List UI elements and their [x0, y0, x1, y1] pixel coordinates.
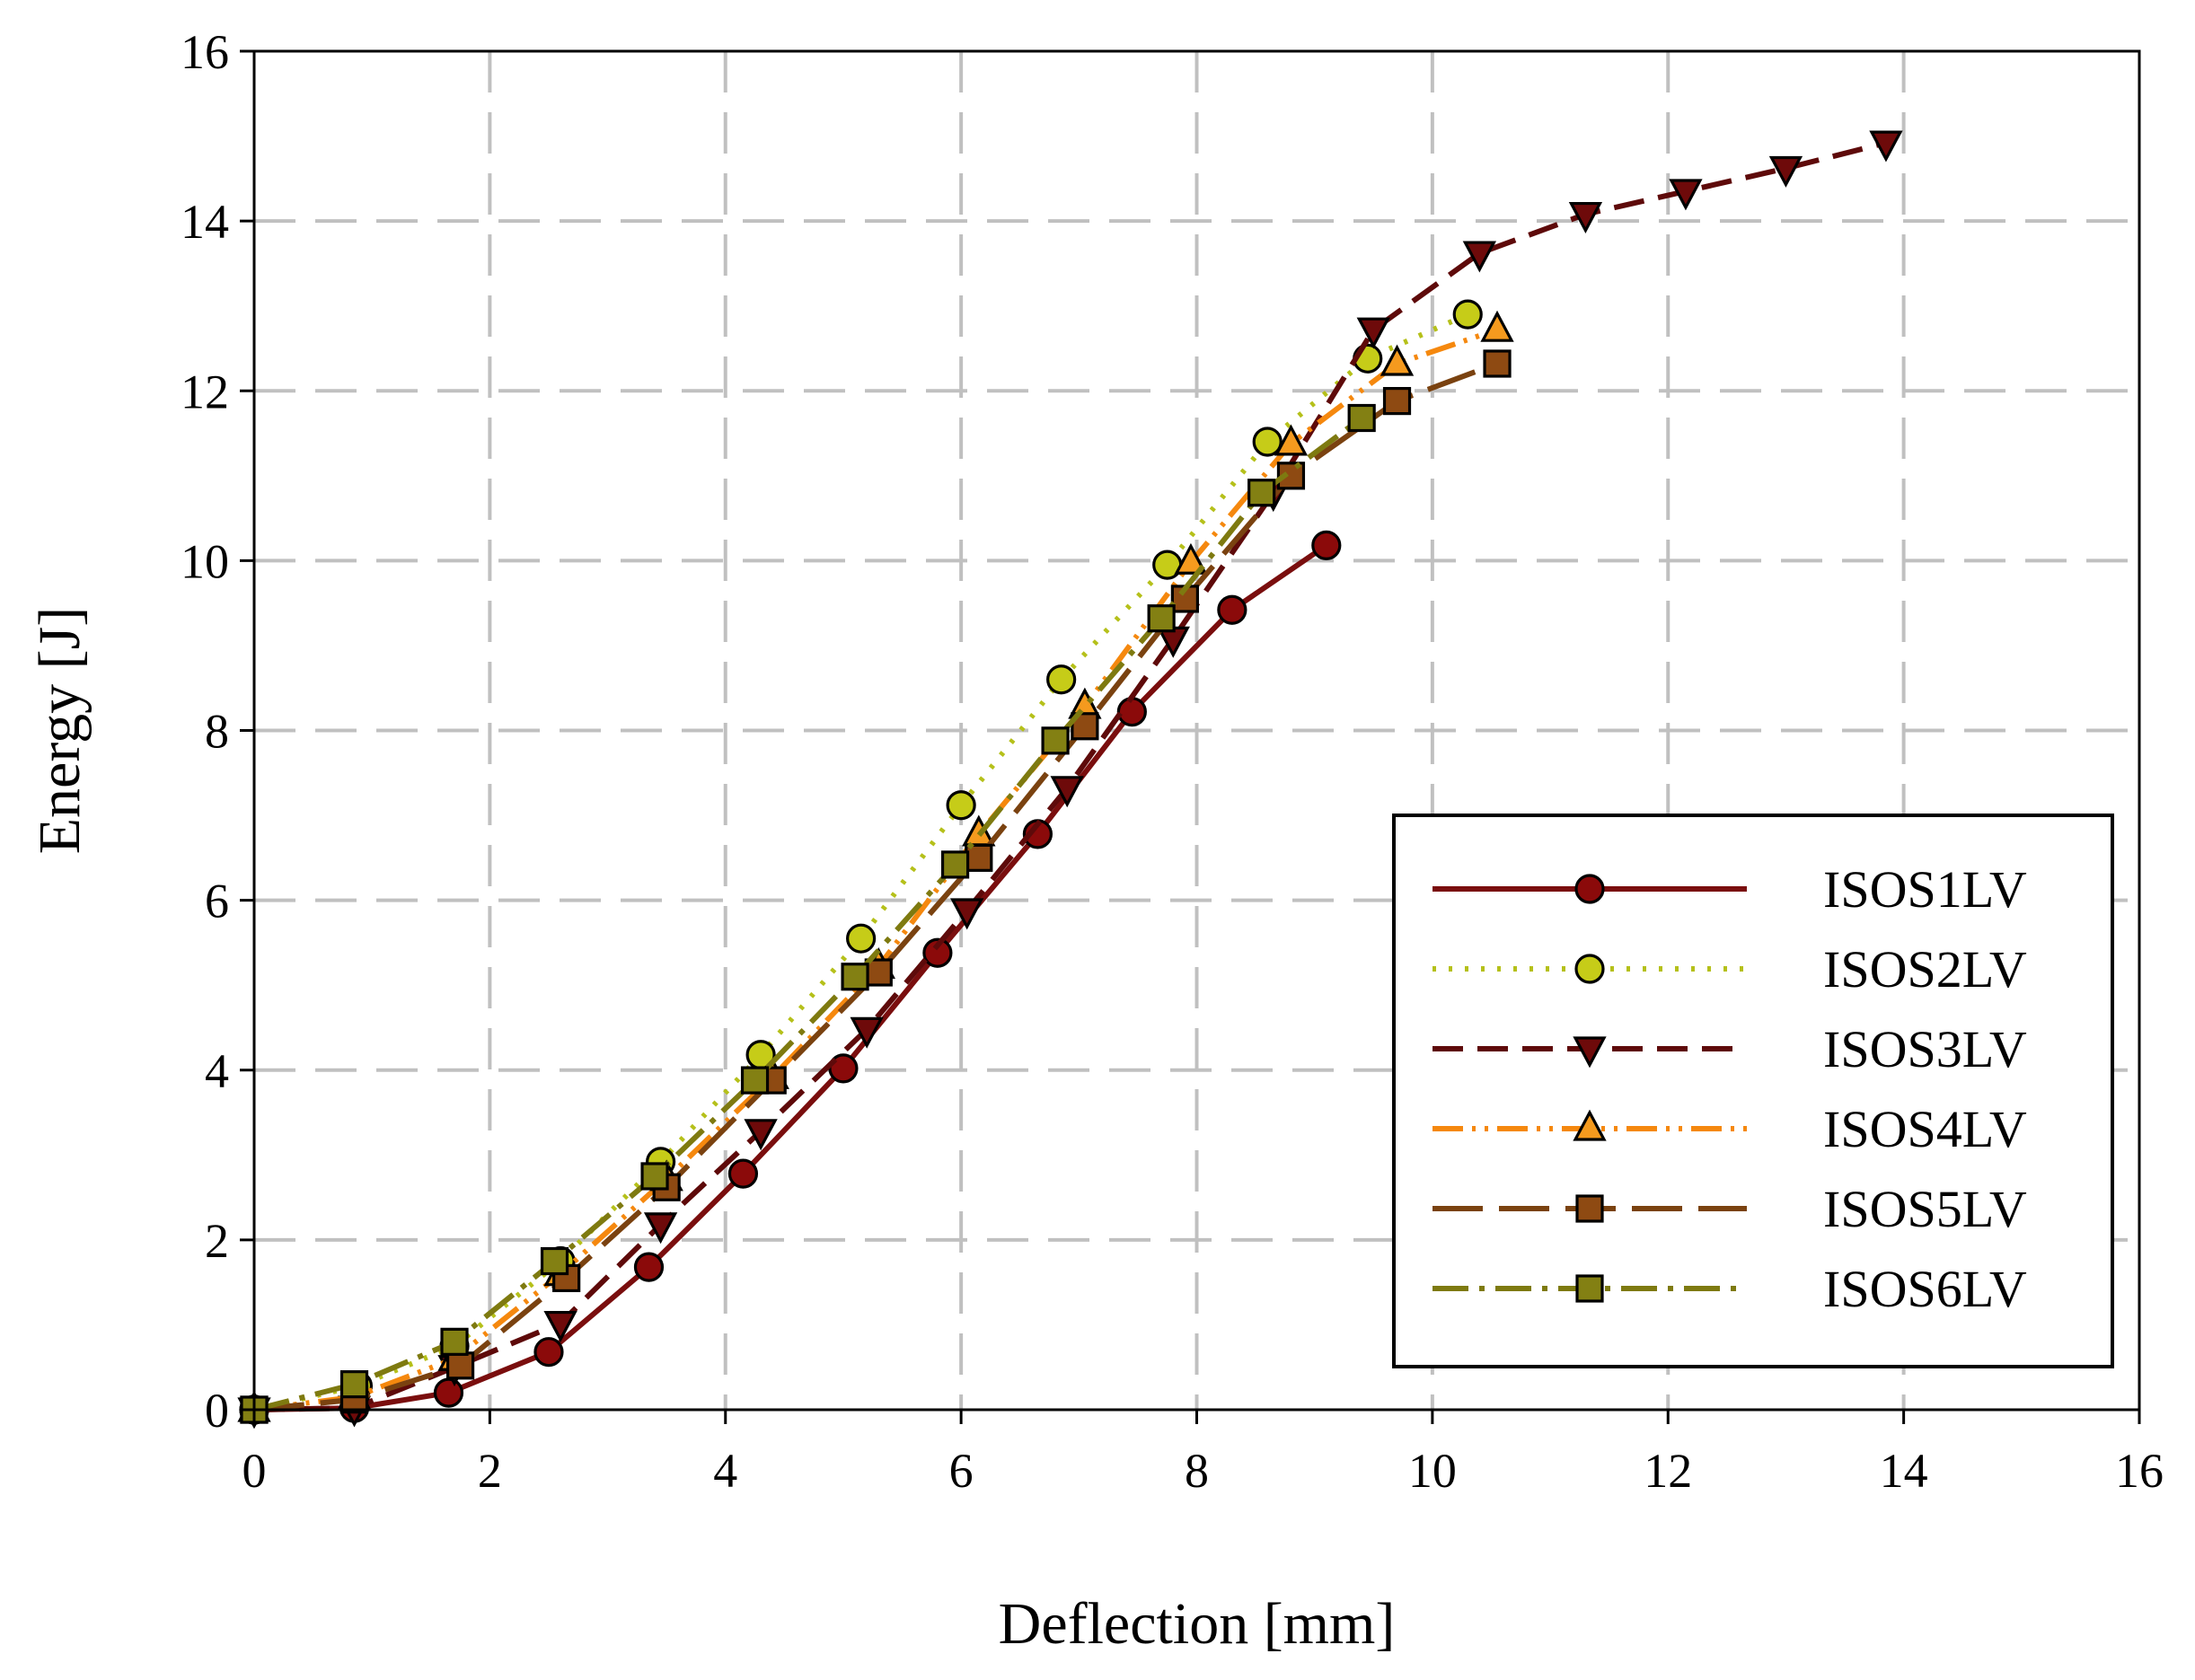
data-point-isos3lv: [1768, 155, 1803, 188]
data-point-isos1lv: [1311, 530, 1342, 560]
legend-marker-triangle-up: [1573, 1109, 1607, 1141]
data-point-isos1lv: [727, 1158, 759, 1189]
data-point-isos6lv: [740, 1066, 770, 1095]
x-tick-label: 14: [1880, 1444, 1928, 1498]
data-point-isos6lv: [640, 1162, 669, 1191]
data-point-isos2lv: [946, 790, 976, 821]
legend-box: [1392, 814, 2114, 1368]
legend-item-isos6lv: ISOS6LV: [1432, 1260, 2027, 1318]
x-tick-label: 8: [1185, 1444, 1209, 1498]
data-point-isos3lv: [1462, 241, 1497, 273]
y-tick-label: 14: [181, 195, 229, 249]
y-tick-label: 6: [205, 875, 229, 928]
x-axis-title: Deflection [mm]: [999, 1591, 1396, 1657]
x-tick-label: 10: [1408, 1444, 1457, 1498]
data-point-isos3lv: [1568, 201, 1603, 233]
y-tick-label: 8: [205, 705, 229, 759]
data-point-isos4lv: [1174, 542, 1208, 575]
data-point-isos3lv: [543, 1310, 577, 1342]
y-tick-label: 12: [181, 365, 229, 418]
data-point-isos5lv: [1483, 349, 1512, 378]
data-point-isos6lv: [339, 1370, 369, 1399]
data-point-isos3lv: [643, 1212, 678, 1245]
data-point-isos4lv: [1380, 344, 1415, 376]
data-point-isos3lv: [1356, 317, 1390, 349]
x-tick-label: 4: [713, 1444, 737, 1498]
y-axis-title: Energy [J]: [27, 607, 93, 855]
plot-series: [237, 130, 1903, 1429]
y-tick-label: 16: [181, 25, 229, 79]
legend-item-isos4lv: ISOS4LV: [1432, 1100, 2027, 1158]
data-point-isos1lv: [1217, 594, 1247, 625]
y-tick-label: 4: [205, 1044, 229, 1098]
data-point-isos2lv: [1452, 299, 1483, 330]
data-point-isos6lv: [841, 963, 869, 991]
legend-marker-square: [1575, 1274, 1604, 1303]
legend-marker-triangle-down: [1573, 1036, 1607, 1069]
data-point-isos6lv: [1247, 479, 1276, 507]
data-point-isos1lv: [633, 1252, 665, 1282]
data-point-isos3lv: [1669, 179, 1703, 211]
x-tick-label: 0: [242, 1444, 267, 1498]
x-tick-label: 16: [2115, 1444, 2164, 1498]
legend-marker-circle: [1574, 954, 1605, 984]
data-point-isos1lv: [1116, 697, 1147, 727]
x-tick-label: 12: [1644, 1444, 1692, 1498]
y-tick-label: 10: [181, 534, 229, 588]
legend-item-isos5lv: ISOS5LV: [1432, 1180, 2027, 1238]
legend-label: ISOS5LV: [1823, 1180, 2027, 1238]
legend-marker-square: [1575, 1194, 1604, 1223]
data-point-isos5lv: [445, 1351, 475, 1380]
data-point-isos1lv: [922, 937, 953, 968]
series-isos5lv: [240, 349, 1512, 1424]
data-point-isos4lv: [1274, 424, 1309, 456]
data-point-isos2lv: [1046, 664, 1077, 695]
legend-label: ISOS3LV: [1823, 1020, 2027, 1078]
data-point-isos6lv: [1347, 403, 1376, 433]
data-point-isos1lv: [533, 1337, 564, 1368]
data-point-isos5lv: [1382, 386, 1412, 416]
data-point-isos6lv: [1147, 604, 1176, 633]
data-point-isos6lv: [440, 1327, 469, 1356]
series-line-isos1lv: [253, 542, 1328, 1412]
axis-ticks: 0 2 4 6 8 10 12 14 16 0 2 4 6 8 10 12 14 16: [181, 25, 2164, 1498]
data-point-isos5lv: [965, 843, 993, 872]
series-isos6lv: [240, 403, 1376, 1424]
data-point-isos6lv: [940, 850, 970, 879]
legend-item-isos2lv: ISOS2LV: [1432, 940, 2027, 998]
data-point-isos3lv: [950, 898, 984, 930]
legend-item-isos3lv: ISOS3LV: [1432, 1020, 2027, 1078]
series-line-isos6lv: [253, 416, 1363, 1412]
data-point-isos3lv: [1050, 776, 1084, 808]
legend-label: ISOS1LV: [1823, 860, 2027, 919]
legend-label: ISOS4LV: [1823, 1100, 2027, 1158]
x-tick-label: 2: [478, 1444, 502, 1498]
data-point-isos1lv: [433, 1377, 464, 1408]
y-tick-label: 2: [205, 1214, 229, 1268]
data-point-isos6lv: [540, 1246, 569, 1276]
legend-marker-circle: [1574, 874, 1605, 904]
data-point-isos3lv: [1869, 130, 1903, 163]
legend-label: ISOS6LV: [1823, 1260, 2027, 1318]
data-point-isos3lv: [850, 1016, 884, 1049]
data-point-isos4lv: [1480, 310, 1514, 342]
data-point-isos3lv: [744, 1119, 778, 1151]
data-point-isos2lv: [1252, 427, 1283, 457]
data-point-isos6lv: [1041, 726, 1070, 755]
legend: ISOS1LV ISOS2LV ISOS3LV ISOS4LV ISOS5LV ISOS6…: [1392, 814, 2114, 1368]
y-tick-label: 0: [205, 1384, 229, 1438]
legend-label: ISOS2LV: [1823, 940, 2027, 998]
x-tick-label: 6: [949, 1444, 974, 1498]
data-point-isos2lv: [846, 923, 877, 954]
legend-item-isos1lv: ISOS1LV: [1432, 860, 2027, 919]
